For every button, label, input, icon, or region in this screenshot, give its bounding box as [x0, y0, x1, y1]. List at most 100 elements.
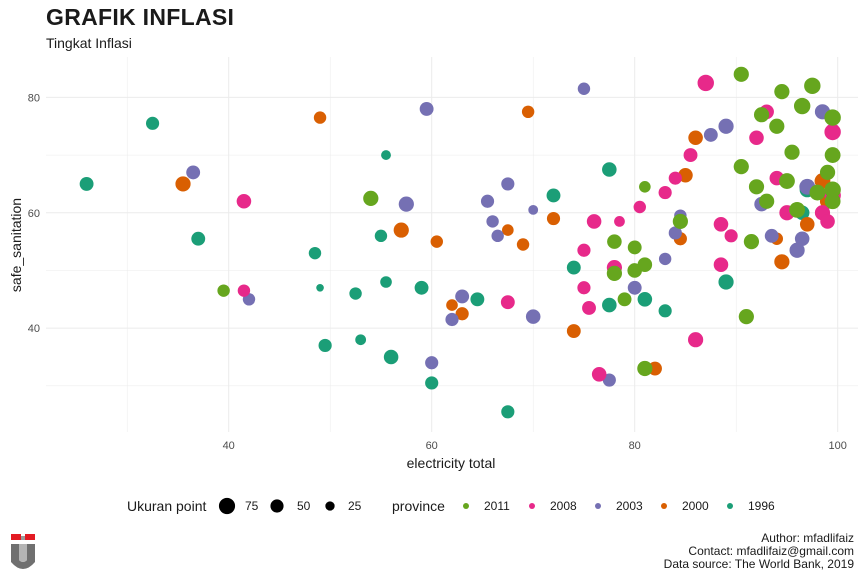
x-tick-label: 60 [426, 440, 438, 452]
color-legend-key [661, 503, 667, 509]
data-point-2003 [528, 204, 539, 215]
color-legend-key [463, 503, 469, 509]
x-tick-label: 100 [829, 440, 847, 452]
data-point-2011 [672, 213, 688, 230]
caption-contact: Contact: mfadlifaiz@gmail.com [688, 544, 854, 558]
data-point-2008 [824, 123, 841, 141]
color-legend-key [595, 503, 601, 509]
size-legend-key [270, 499, 284, 513]
data-point-1996 [425, 376, 439, 390]
data-point-2011 [793, 97, 811, 115]
x-axis-title: electricity total [407, 455, 496, 471]
size-legend-label: 25 [348, 499, 362, 513]
data-point-2011 [606, 265, 623, 281]
data-point-1996 [349, 287, 362, 300]
data-point-2003 [789, 242, 805, 258]
data-point-2011 [769, 118, 785, 134]
data-point-2011 [363, 190, 379, 206]
data-point-2011 [607, 234, 622, 249]
data-point-2008 [633, 200, 646, 214]
data-point-1996 [658, 304, 672, 318]
data-point-2008 [582, 301, 596, 315]
data-point-2008 [820, 214, 835, 229]
data-point-1996 [566, 260, 581, 275]
data-point-2008 [687, 332, 704, 348]
data-point-2011 [819, 164, 836, 180]
data-point-2000 [546, 211, 561, 226]
data-point-2000 [393, 222, 409, 238]
data-point-1996 [602, 162, 617, 177]
data-point-2003 [480, 194, 495, 208]
data-point-2000 [516, 238, 530, 251]
data-point-2011 [824, 147, 841, 163]
x-tick-label: 40 [223, 440, 235, 452]
data-point-2008 [749, 130, 764, 146]
data-point-2000 [430, 235, 443, 248]
data-point-1996 [79, 176, 94, 191]
data-point-2000 [455, 307, 469, 321]
data-point-2003 [455, 289, 470, 304]
data-point-1996 [383, 349, 399, 365]
data-point-2003 [718, 118, 734, 134]
data-point-1996 [718, 274, 734, 290]
data-point-2003 [525, 309, 541, 324]
data-point-2000 [521, 105, 535, 119]
data-point-2011 [617, 292, 632, 307]
data-point-2000 [313, 111, 327, 124]
data-points [79, 66, 841, 419]
data-point-1996 [308, 246, 322, 260]
data-point-2011 [824, 109, 841, 126]
legend: Ukuran point 75 50 25 province 2011 2008 2003 20… [127, 497, 775, 515]
data-point-2011 [779, 173, 795, 189]
data-point-2011 [809, 184, 826, 201]
size-legend-key [218, 497, 236, 515]
data-point-2000 [502, 224, 514, 236]
color-legend-label: 2011 [484, 499, 510, 513]
data-point-2003 [577, 82, 591, 95]
data-point-2008 [586, 214, 602, 229]
data-point-2003 [668, 226, 682, 240]
data-point-1996 [374, 229, 388, 243]
y-tick-label: 60 [28, 208, 40, 220]
color-legend-label: 2003 [616, 499, 643, 513]
data-point-2011 [804, 77, 821, 95]
data-point-2003 [501, 177, 515, 191]
size-legend-label: 50 [297, 499, 311, 513]
data-point-1996 [602, 297, 617, 313]
color-legend-label: 1996 [748, 499, 775, 513]
data-point-2008 [577, 243, 591, 257]
color-legend-key [529, 503, 535, 509]
color-legend-label: 2008 [550, 499, 577, 513]
axis-ticks: 40 60 80 100 40 60 80 [28, 92, 847, 452]
data-point-2003 [764, 228, 779, 243]
data-point-2003 [627, 280, 642, 295]
data-point-2003 [419, 101, 434, 116]
data-point-2008 [683, 148, 698, 163]
caption-source: Data source: The World Bank, 2019 [663, 557, 854, 571]
data-point-1996 [316, 283, 324, 292]
color-legend-title: province [392, 498, 445, 514]
caption: Author: mfadlifaiz Contact: mfadlifaiz@g… [664, 532, 854, 571]
data-point-2008 [236, 193, 252, 209]
data-point-2011 [627, 240, 642, 255]
data-point-2011 [733, 159, 749, 175]
x-tick-label: 80 [629, 440, 641, 452]
data-point-2008 [713, 257, 729, 272]
data-point-2011 [637, 257, 653, 272]
data-point-2011 [824, 193, 841, 210]
logo-icon [8, 534, 38, 572]
data-point-2000 [799, 217, 815, 232]
data-point-2008 [668, 171, 682, 185]
data-point-2003 [486, 215, 499, 228]
data-point-2003 [658, 252, 672, 266]
data-point-2008 [713, 217, 729, 232]
data-point-2008 [577, 281, 591, 295]
data-point-2000 [446, 299, 458, 311]
data-point-2008 [697, 74, 714, 92]
data-point-1996 [381, 150, 391, 160]
data-point-2011 [748, 179, 765, 195]
size-legend-label: 75 [245, 499, 259, 513]
data-point-2003 [445, 312, 459, 327]
data-point-1996 [501, 405, 515, 419]
